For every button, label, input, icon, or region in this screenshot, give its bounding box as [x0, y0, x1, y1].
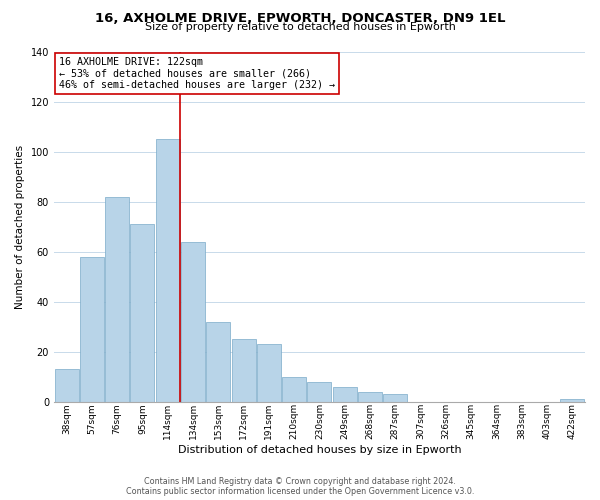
Bar — [55, 369, 79, 402]
Bar — [232, 339, 256, 402]
Bar — [80, 256, 104, 402]
Bar — [130, 224, 154, 402]
Y-axis label: Number of detached properties: Number of detached properties — [15, 144, 25, 308]
Text: Contains HM Land Registry data © Crown copyright and database right 2024.
Contai: Contains HM Land Registry data © Crown c… — [126, 476, 474, 496]
Bar — [282, 376, 306, 402]
Bar — [206, 322, 230, 402]
Bar — [105, 196, 129, 402]
Bar — [333, 386, 357, 402]
Bar — [307, 382, 331, 402]
X-axis label: Distribution of detached houses by size in Epworth: Distribution of detached houses by size … — [178, 445, 461, 455]
Bar — [560, 399, 584, 402]
Bar — [383, 394, 407, 402]
Bar — [156, 139, 180, 402]
Text: Size of property relative to detached houses in Epworth: Size of property relative to detached ho… — [145, 22, 455, 32]
Bar — [181, 242, 205, 402]
Bar — [358, 392, 382, 402]
Text: 16, AXHOLME DRIVE, EPWORTH, DONCASTER, DN9 1EL: 16, AXHOLME DRIVE, EPWORTH, DONCASTER, D… — [95, 12, 505, 26]
Text: 16 AXHOLME DRIVE: 122sqm
← 53% of detached houses are smaller (266)
46% of semi-: 16 AXHOLME DRIVE: 122sqm ← 53% of detach… — [59, 57, 335, 90]
Bar — [257, 344, 281, 402]
